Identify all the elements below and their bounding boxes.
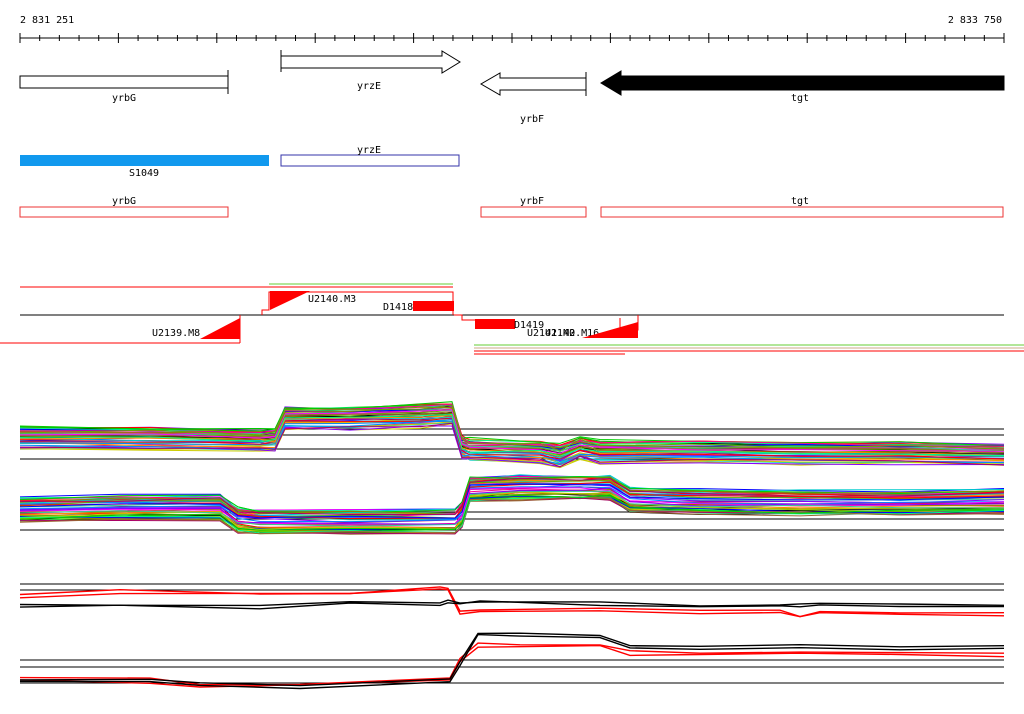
segment-u2140m16-label: U2140.M16 [545, 328, 599, 339]
gene-yrzE-label: yrzE [357, 81, 381, 92]
gene-tgt-arrow[interactable] [600, 70, 1005, 96]
ruler-start-label: 2 831 251 [20, 15, 74, 26]
expression-profile [19, 401, 1005, 447]
segment-u2141-label: U2141.M2 [527, 328, 575, 339]
expression-profile [19, 483, 1005, 519]
expression-profile [19, 403, 1005, 447]
annotation-yrbG-box[interactable] [19, 206, 229, 218]
gene-tgt-label: tgt [791, 93, 809, 104]
segment-u2140-outline [261, 291, 454, 315]
gene-yrbG-box[interactable] [19, 75, 229, 89]
expression-profile [19, 422, 1005, 468]
expression-profile [19, 420, 1005, 466]
expression-track-summary [19, 583, 1005, 690]
annotation-tgt-label: tgt [791, 196, 809, 207]
segment-track: U2140.M3 D1418 U2139.M8 D1419 U2141.M2 U… [0, 283, 1024, 355]
gene-yrzE-arrow[interactable] [280, 50, 461, 74]
segment-u2139-label: U2139.M8 [152, 328, 200, 339]
gene-yrbG-label: yrbG [112, 93, 136, 104]
summary-profile [19, 644, 1005, 688]
segment-m16-marker[interactable] [582, 322, 638, 338]
expression-profile [19, 425, 1005, 468]
summary-profile [19, 642, 1005, 686]
feature-yrzE-label: yrzE [357, 145, 381, 156]
expression-profile [19, 413, 1005, 457]
segment-u2140-label: U2140.M3 [308, 294, 356, 305]
summary-profile [19, 586, 1005, 618]
gene-yrbG[interactable]: yrbG [19, 70, 229, 104]
expression-profile [19, 487, 1005, 525]
expression-profile [19, 404, 1005, 452]
ruler-ticks [19, 33, 1005, 43]
annotation-yrbF-label: yrbF [520, 196, 544, 207]
expression-track-upper [19, 401, 1005, 469]
annotation-tgt-box[interactable] [600, 206, 1004, 218]
feature-S1049-bar[interactable] [20, 155, 269, 166]
segment-d1419-bar[interactable] [475, 319, 515, 329]
expression-profile [19, 477, 1005, 516]
annotation-yrbG-label: yrbG [112, 196, 136, 207]
annotation-track: yrbG yrbF tgt [19, 196, 1004, 218]
expression-profile [19, 476, 1005, 514]
expression-profile [19, 418, 1005, 463]
feature-S1049-label: S1049 [129, 168, 159, 179]
segment-d1419-label: D1419 [514, 320, 544, 331]
expression-profile [19, 409, 1005, 455]
feature-yrzE-box[interactable] [280, 154, 460, 167]
expression-profile [19, 481, 1005, 520]
segment-d1419-step [454, 314, 475, 321]
gene-track: yrbG yrzE yrbF tgt [19, 50, 1005, 125]
summary-profile [19, 633, 1005, 690]
segment-u2140-marker[interactable] [270, 291, 310, 310]
coordinate-ruler: 2 831 251 2 833 750 [19, 15, 1005, 43]
annotation-yrbF-box[interactable] [480, 206, 587, 218]
summary-profile [19, 600, 1004, 610]
gene-yrbF-arrow[interactable] [480, 72, 587, 96]
gene-yrzE[interactable]: yrzE [280, 50, 461, 92]
segment-u2139-marker[interactable] [200, 318, 240, 339]
gene-tgt[interactable]: tgt [600, 70, 1005, 104]
segment-d1418-bar[interactable] [413, 301, 454, 311]
expression-profile [19, 494, 1005, 531]
summary-profile [19, 599, 1005, 607]
gene-yrbF[interactable]: yrbF [480, 72, 587, 125]
expression-track-lower [19, 474, 1005, 535]
expression-profile [19, 417, 1005, 460]
expression-profile [19, 490, 1005, 527]
segment-d1418-label: D1418 [383, 302, 413, 313]
ruler-end-label: 2 833 750 [948, 15, 1002, 26]
summary-profile [19, 632, 1005, 687]
gene-yrbF-label: yrbF [520, 114, 544, 125]
feature-track: S1049 yrzE [20, 145, 460, 179]
